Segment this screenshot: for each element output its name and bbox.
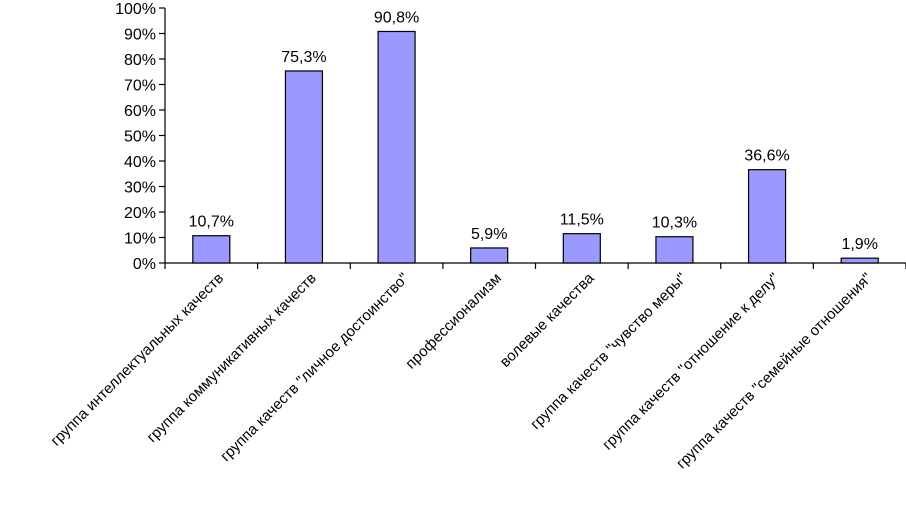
bar bbox=[470, 247, 509, 264]
y-tick-label: 80% bbox=[124, 52, 156, 69]
data-label: 10,7% bbox=[189, 214, 234, 231]
y-tick-label: 40% bbox=[124, 154, 156, 171]
bar bbox=[192, 235, 231, 264]
category-label: группа интеллектуальных качеств bbox=[47, 270, 227, 450]
data-label: 5,9% bbox=[471, 226, 507, 243]
category-label: группа качеств "отношение к делу" bbox=[599, 270, 783, 454]
bar bbox=[284, 70, 324, 264]
y-tick-label: 30% bbox=[124, 180, 156, 197]
y-tick-label: 100% bbox=[115, 1, 156, 18]
chart-bars bbox=[192, 30, 879, 264]
bar bbox=[747, 169, 787, 264]
bar bbox=[562, 233, 601, 264]
category-label: группа качеств "чувство меры" bbox=[527, 270, 690, 433]
y-tick-label: 90% bbox=[124, 27, 156, 44]
data-label: 36,6% bbox=[744, 148, 789, 165]
category-label: группа коммуникативных качеств bbox=[144, 270, 320, 446]
category-label: волевые качества bbox=[497, 269, 598, 370]
y-tick-label: 0% bbox=[133, 256, 156, 273]
bar bbox=[840, 257, 879, 264]
data-label: 11,5% bbox=[560, 212, 604, 229]
category-label: группа качеств "семейные отношения" bbox=[673, 270, 875, 472]
data-label: 90,8% bbox=[374, 9, 419, 26]
data-label: 1,9% bbox=[841, 236, 877, 253]
chart-data-labels: 10,7% 75,3% 90,8% 5,9% 11,5% 10,3% 36,6% 1,9% bbox=[189, 9, 878, 253]
y-tick-label: 60% bbox=[124, 103, 156, 120]
data-label: 10,3% bbox=[652, 215, 697, 232]
y-tick-label: 20% bbox=[124, 205, 156, 222]
data-label: 75,3% bbox=[281, 49, 326, 66]
y-tick-label: 70% bbox=[124, 78, 156, 95]
y-tick-label: 50% bbox=[124, 129, 156, 146]
y-tick-label: 10% bbox=[124, 231, 156, 248]
chart-axes: 0% 10% 20% 30% 40% 50% 60% 70% 80% 90% 100% bbox=[115, 1, 906, 273]
category-label: профессионализм bbox=[402, 270, 505, 373]
category-label: группа качеств "личное достоинство" bbox=[217, 270, 412, 465]
bar bbox=[655, 236, 694, 264]
bar bbox=[377, 30, 416, 264]
